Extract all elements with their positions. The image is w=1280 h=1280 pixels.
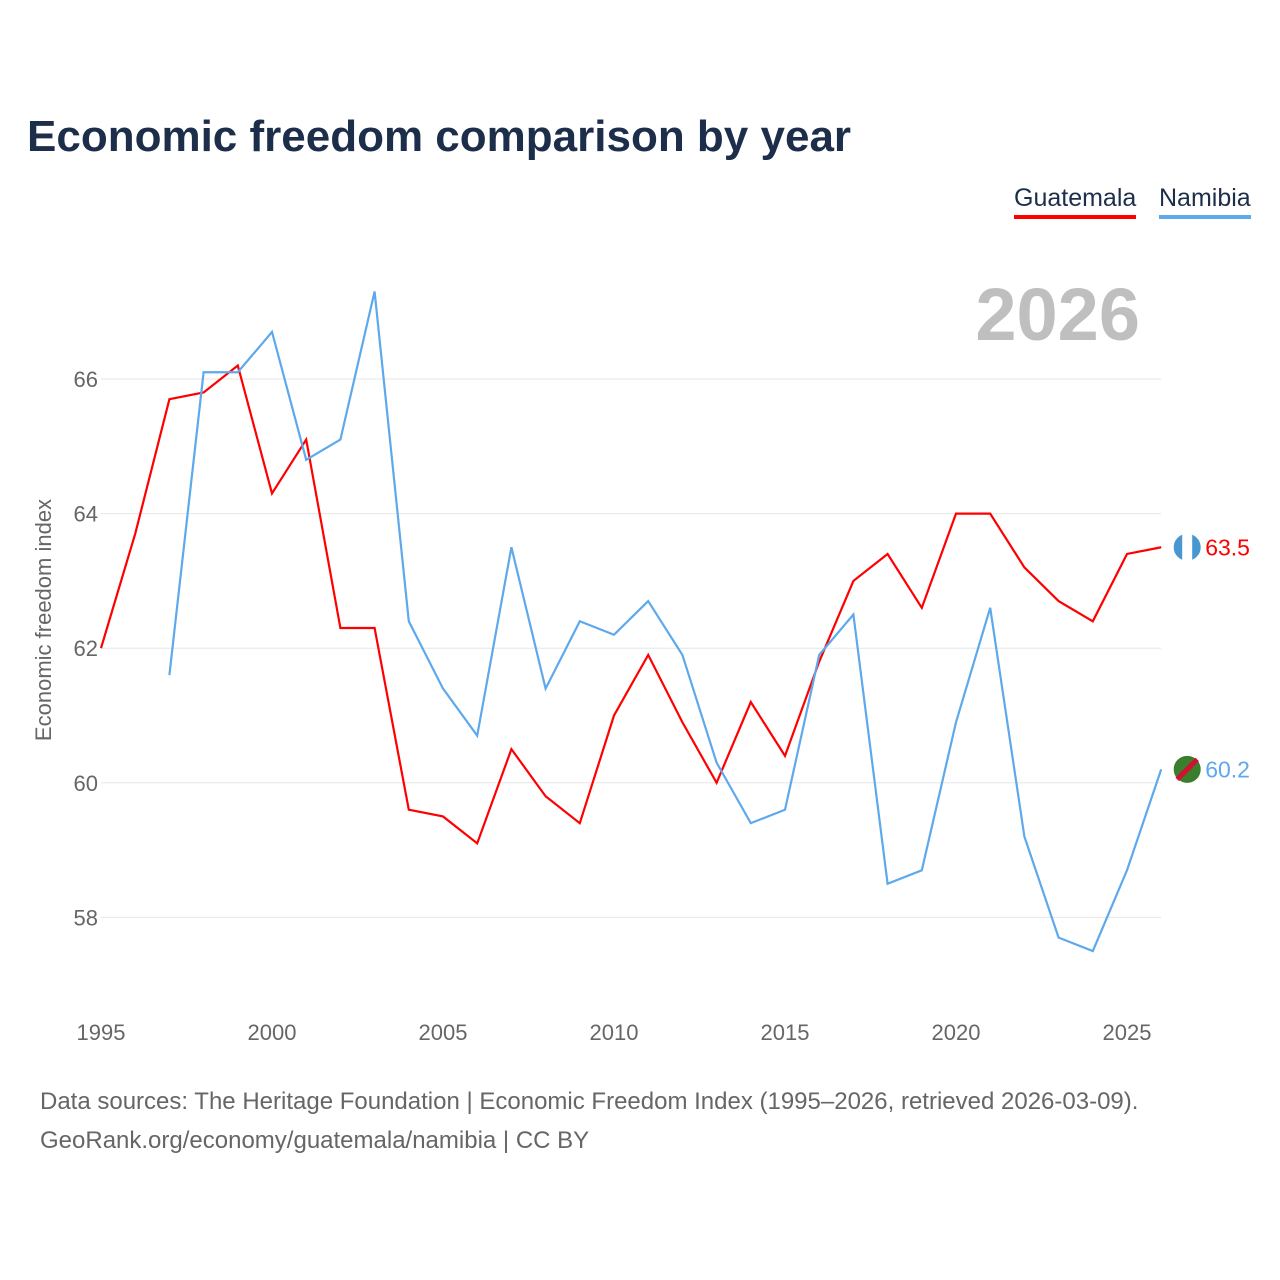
series-line-namibia	[168, 291, 1163, 953]
x-tick-label: 1995	[77, 1020, 126, 1045]
flag-stripe	[1175, 757, 1199, 782]
x-tick-label: 2015	[761, 1020, 810, 1045]
footer-credit: GeoRank.org/economy/guatemala/namibia | …	[40, 1127, 590, 1154]
y-tick-label: 58	[74, 905, 98, 930]
chart-title: Economic freedom comparison by year	[27, 112, 852, 161]
footer-sources: Data sources: The Heritage Foundation | …	[40, 1088, 1139, 1115]
x-tick-label: 2025	[1103, 1020, 1152, 1045]
end-value-label: 63.5	[1205, 534, 1250, 560]
legend-guatemala[interactable]: Guatemala	[1014, 184, 1137, 219]
flag-stripe	[1182, 533, 1193, 562]
end-value-label: 60.2	[1205, 756, 1250, 782]
x-tick-label: 2000	[248, 1020, 297, 1045]
y-tick-label: 60	[74, 771, 98, 796]
series-line-guatemala	[99, 363, 1162, 846]
y-tick-label: 64	[74, 502, 98, 527]
y-tick-label: 66	[74, 367, 98, 392]
x-tick-label: 2010	[590, 1020, 639, 1045]
y-tick-label: 62	[74, 636, 98, 661]
y-axis-label: Economic freedom index	[31, 499, 56, 741]
x-tick-label: 2005	[419, 1020, 468, 1045]
current-year-label: 2026	[975, 273, 1140, 356]
legend-namibia[interactable]: Namibia	[1159, 184, 1251, 219]
x-tick-label: 2020	[932, 1020, 981, 1045]
